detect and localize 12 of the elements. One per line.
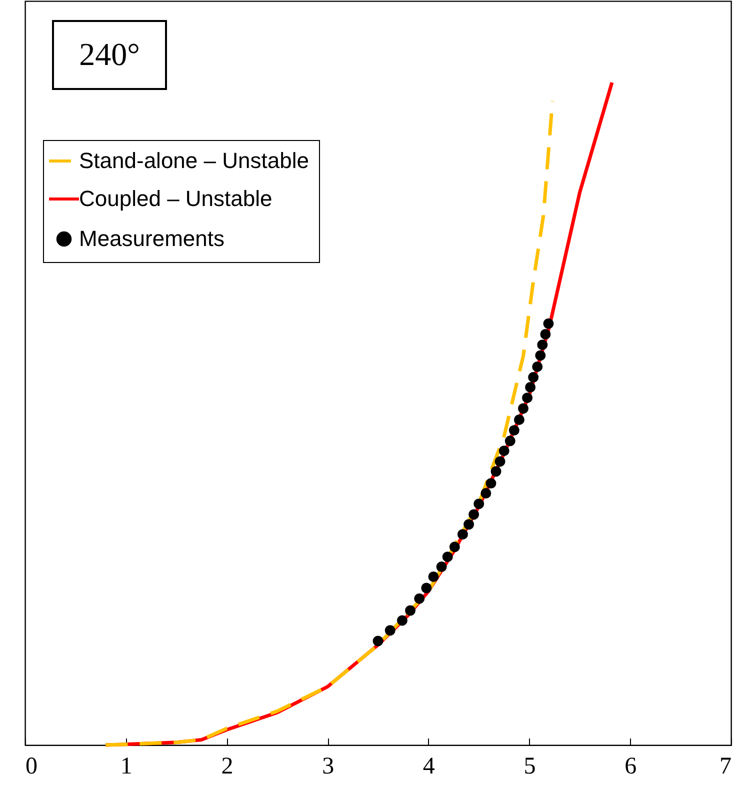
- legend-label: Coupled – Unstable: [79, 186, 272, 211]
- x-tick-label: 4: [422, 754, 435, 780]
- x-tick-label: 6: [624, 754, 637, 780]
- x-tick-label: 5: [524, 754, 536, 780]
- x-tick-label: 7: [720, 754, 732, 780]
- x-tick-label: 2: [221, 754, 234, 780]
- legend-label: Measurements: [79, 226, 225, 251]
- text: 240°: [79, 36, 140, 72]
- x-tick-label: 0: [26, 754, 38, 780]
- legend-label: Stand-alone – Unstable: [79, 148, 309, 173]
- x-tick-label: 3: [322, 754, 334, 780]
- x-tick-label: 1: [120, 754, 132, 780]
